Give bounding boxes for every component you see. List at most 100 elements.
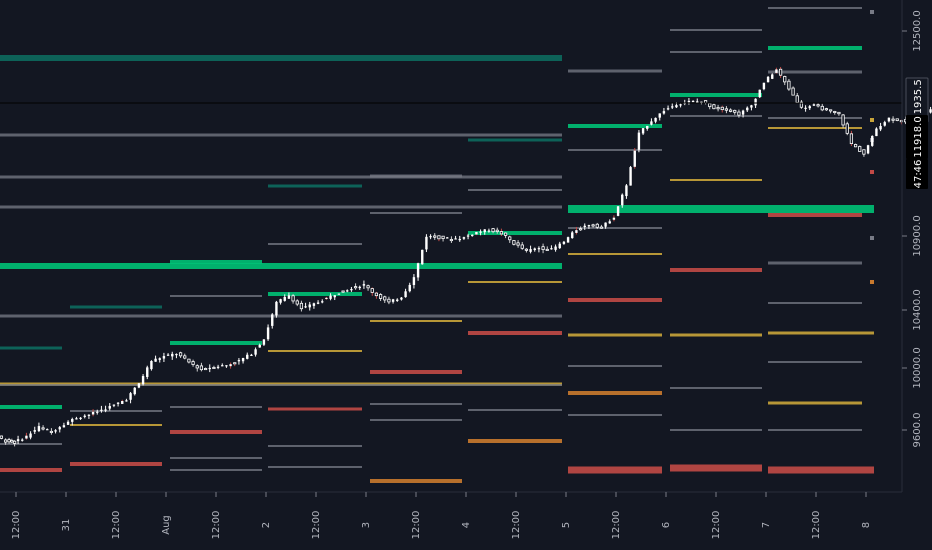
candle-body [146, 367, 149, 377]
candle-body [479, 231, 482, 233]
candle-body [229, 364, 232, 367]
candle-body [408, 284, 411, 292]
candle-body [233, 362, 237, 365]
candle-body [125, 400, 128, 402]
candle-body [37, 426, 41, 432]
candle-body [808, 106, 811, 109]
candle-body [771, 74, 774, 79]
candle-body [858, 146, 862, 152]
candle-body [429, 236, 432, 238]
candle-body [554, 246, 557, 250]
candle-body [562, 241, 566, 244]
candle-body [471, 234, 474, 237]
candle-body [750, 105, 753, 108]
candle-body [16, 439, 20, 442]
candle-body [0, 435, 4, 439]
candle-body [833, 111, 837, 114]
candle-body [378, 294, 383, 299]
candle-body [633, 150, 636, 167]
candle-body [79, 417, 82, 419]
candle-body [396, 299, 399, 301]
candle-body [299, 302, 304, 310]
candle-body [362, 284, 366, 286]
candle-body [766, 76, 770, 83]
candle-body [154, 358, 157, 362]
x-tick-label: 12:00 [411, 511, 422, 540]
x-tick-label: 12:00 [611, 511, 622, 540]
candle-body [346, 290, 349, 292]
candle-body [758, 89, 761, 98]
candle-body [595, 223, 599, 228]
candle-body [412, 277, 416, 285]
candle-body [287, 295, 291, 299]
previous-close-tag: 11918.0 [906, 115, 928, 159]
candle-body [91, 411, 95, 415]
countdown-tag: 47:46 [906, 159, 928, 189]
candle-body [520, 244, 524, 249]
candle-body [304, 306, 307, 308]
candle-body [199, 365, 204, 371]
candle-body [212, 367, 216, 370]
candle-body [737, 111, 741, 116]
candle-body [3, 439, 8, 443]
candle-body [25, 435, 28, 439]
candle-body [203, 368, 208, 371]
candle-body [391, 299, 395, 302]
candle-body [724, 108, 729, 111]
candle-body [578, 228, 583, 231]
candle-body [425, 236, 428, 250]
candle-body [178, 352, 183, 357]
candle-body [483, 229, 486, 233]
candle-body [87, 414, 91, 416]
candle-body [629, 167, 632, 186]
candle-body [787, 80, 791, 90]
candle-body [208, 367, 211, 370]
x-tick-label: 31 [61, 519, 72, 532]
candle-body [795, 95, 799, 103]
candle-body [116, 402, 120, 404]
x-tick-label: 5 [561, 522, 572, 528]
candle-body [121, 400, 124, 404]
candle-body [654, 117, 657, 122]
candle-body [449, 239, 454, 242]
price-axis[interactable]: 12500.0 10900.0 10400.0 10000.0 9600.0 [902, 10, 923, 448]
candle-body [746, 107, 749, 111]
level-marker [870, 10, 874, 14]
candle-body [662, 111, 666, 114]
candle-body [46, 429, 49, 431]
candle-body [671, 106, 674, 108]
candle-body [541, 246, 545, 250]
candle-body [712, 104, 716, 110]
candle-body [637, 132, 641, 150]
x-tick-label: Aug [161, 515, 172, 535]
candle-body [575, 230, 578, 233]
candle-body [696, 101, 699, 103]
candle-body [333, 295, 336, 298]
x-tick-label: 12:00 [511, 511, 522, 540]
candle-body [778, 68, 783, 76]
candle-body [641, 128, 645, 134]
candle-body [387, 298, 391, 303]
candle-body [466, 235, 470, 237]
candle-body [841, 114, 845, 126]
candle-body [687, 100, 691, 103]
candle-body [608, 221, 611, 224]
time-axis[interactable]: 12:00 31 12:00 Aug 12:00 2 12:00 3 12:00 4 12:00 5 1… [11, 492, 872, 539]
candle-body [271, 314, 274, 326]
y-tick-label: 9600.0 [912, 413, 923, 448]
y-tick-label: 10400.0 [912, 289, 923, 330]
candle-body [187, 358, 191, 363]
candle-body [545, 248, 549, 251]
candle-body [708, 102, 712, 108]
candle-body [83, 415, 86, 417]
candle-body [533, 248, 536, 251]
candle-body [587, 225, 591, 227]
candle-body [853, 144, 858, 148]
candle-body [316, 302, 320, 304]
candle-body [625, 185, 628, 197]
x-tick-label: 7 [761, 522, 772, 528]
candle-body [621, 194, 624, 206]
candle-body [404, 291, 407, 298]
candle-body [191, 361, 195, 365]
